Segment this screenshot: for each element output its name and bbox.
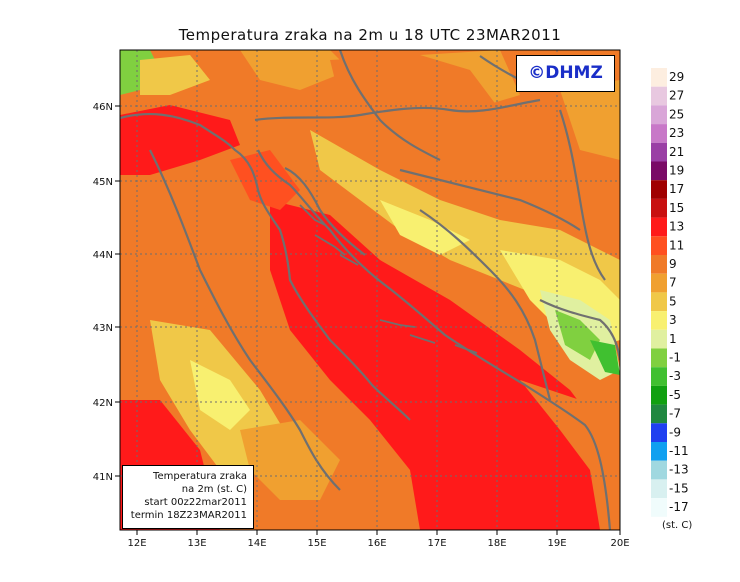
lon-label: 16E: [367, 538, 386, 549]
colorbar-label: 27: [669, 89, 684, 103]
lon-label: 19E: [547, 538, 566, 549]
longitude-labels: 12E 13E 14E 15E 16E 17E 18E 19E 20E: [127, 538, 629, 549]
colorbar-label: 9: [669, 257, 677, 271]
colorbar-swatch: [651, 105, 667, 125]
info-line: start 00z22mar2011: [144, 497, 247, 508]
colorbar: 29 27 25 23 21 19 17 15 13 11 9 7 5 3 1 -1 -3 -5 -7 -9 -11 -1…: [651, 68, 689, 517]
lat-label: 43N: [93, 323, 113, 334]
lon-label: 20E: [610, 538, 629, 549]
coastlines: [120, 50, 620, 530]
graticule: [120, 50, 620, 530]
colorbar-label: 19: [669, 164, 684, 178]
serbia-hungary-border: [558, 109, 606, 281]
lon-label: 13E: [187, 538, 206, 549]
colorbar-swatch: [651, 423, 667, 442]
colorbar-label: -13: [669, 463, 689, 477]
latitude-labels: 46N 45N 44N 43N 42N 41N: [93, 102, 113, 483]
italy-coastline: [120, 112, 411, 421]
colorbar-swatch: [651, 217, 667, 237]
bosnia-border: [419, 209, 552, 401]
colorbar-swatch: [651, 479, 667, 499]
info-box: Temperatura zraka na 2m (st. C) start 00…: [122, 465, 254, 529]
croatia-bosnia-border: [399, 168, 581, 231]
italy-inner-coast: [149, 149, 341, 491]
colorbar-label: 3: [669, 313, 677, 327]
info-line: termin 18Z23MAR2011: [130, 510, 247, 521]
lat-label: 42N: [93, 398, 113, 409]
colorbar-label: 5: [669, 294, 677, 308]
lon-label: 17E: [427, 538, 446, 549]
lon-label: 12E: [127, 538, 146, 549]
colorbar-label: 1: [669, 332, 677, 346]
colorbar-swatch: [651, 180, 667, 199]
colorbar-label: -9: [669, 425, 681, 439]
colorbar-swatch: [651, 498, 667, 517]
colorbar-label: -5: [669, 388, 681, 402]
colorbar-swatch: [651, 311, 667, 330]
colorbar-swatch: [651, 124, 667, 143]
colorbar-label: 13: [669, 220, 684, 234]
colorbar-label: -15: [669, 481, 689, 495]
colorbar-label: 29: [669, 70, 684, 84]
island-hvar: [409, 334, 436, 344]
slovenia-border: [338, 50, 441, 161]
island-cres: [299, 204, 326, 226]
colorbar-swatch: [651, 442, 667, 461]
istria-coast: [284, 167, 366, 256]
colorbar-unit: (st. C): [662, 520, 692, 531]
island-dugi: [339, 254, 359, 266]
colorbar-swatch: [651, 142, 667, 162]
temperature-field: [120, 50, 620, 530]
lon-label: 15E: [307, 538, 326, 549]
colorbar-swatch: [651, 198, 667, 218]
colorbar-swatch: [651, 236, 667, 255]
colorbar-swatch: [651, 292, 667, 312]
island-brac: [379, 319, 416, 328]
serbia-border: [539, 299, 620, 361]
lon-label: 18E: [487, 538, 506, 549]
colorbar-label: 7: [669, 276, 677, 290]
map-title: Temperatura zraka na 2m u 18 UTC 23MAR20…: [178, 26, 562, 44]
colorbar-swatch: [651, 460, 667, 480]
colorbar-swatch: [651, 367, 667, 386]
lat-label: 44N: [93, 250, 113, 261]
dhmz-logo: ©DHMZ: [516, 55, 615, 92]
colorbar-swatch: [651, 348, 667, 368]
lat-label: 46N: [93, 102, 113, 113]
colorbar-label: -1: [669, 351, 681, 365]
map-frame: [119, 49, 621, 531]
colorbar-swatch: [651, 161, 667, 181]
island-pag: [314, 234, 346, 256]
lon-label: 14E: [247, 538, 266, 549]
colorbar-swatch: [651, 385, 667, 405]
colorbar-label: -11: [669, 444, 689, 458]
colorbar-label: 11: [669, 238, 684, 252]
lat-label: 41N: [93, 472, 113, 483]
colorbar-swatch: [651, 404, 667, 424]
island-korcula: [454, 344, 478, 354]
colorbar-label: -3: [669, 369, 681, 383]
colorbar-swatch: [651, 86, 667, 106]
islands: [299, 204, 478, 354]
croatia-coastline: [257, 149, 612, 530]
axis-ticks: [115, 105, 621, 535]
colorbar-label: 17: [669, 182, 684, 196]
colorbar-label: -17: [669, 500, 689, 514]
colorbar-label: -7: [669, 407, 681, 421]
info-line: na 2m (st. C): [181, 484, 247, 495]
northern-border: [254, 98, 541, 122]
colorbar-swatch: [651, 329, 667, 349]
colorbar-swatch: [651, 68, 667, 87]
colorbar-swatch: [651, 273, 667, 293]
colorbar-label: 23: [669, 126, 684, 140]
colorbar-label: 25: [669, 107, 684, 121]
colorbar-swatch: [651, 255, 667, 274]
lat-label: 45N: [93, 177, 113, 188]
colorbar-label: 21: [669, 145, 684, 159]
colorbar-label: 15: [669, 201, 684, 215]
info-line: Temperatura zraka: [153, 471, 247, 482]
